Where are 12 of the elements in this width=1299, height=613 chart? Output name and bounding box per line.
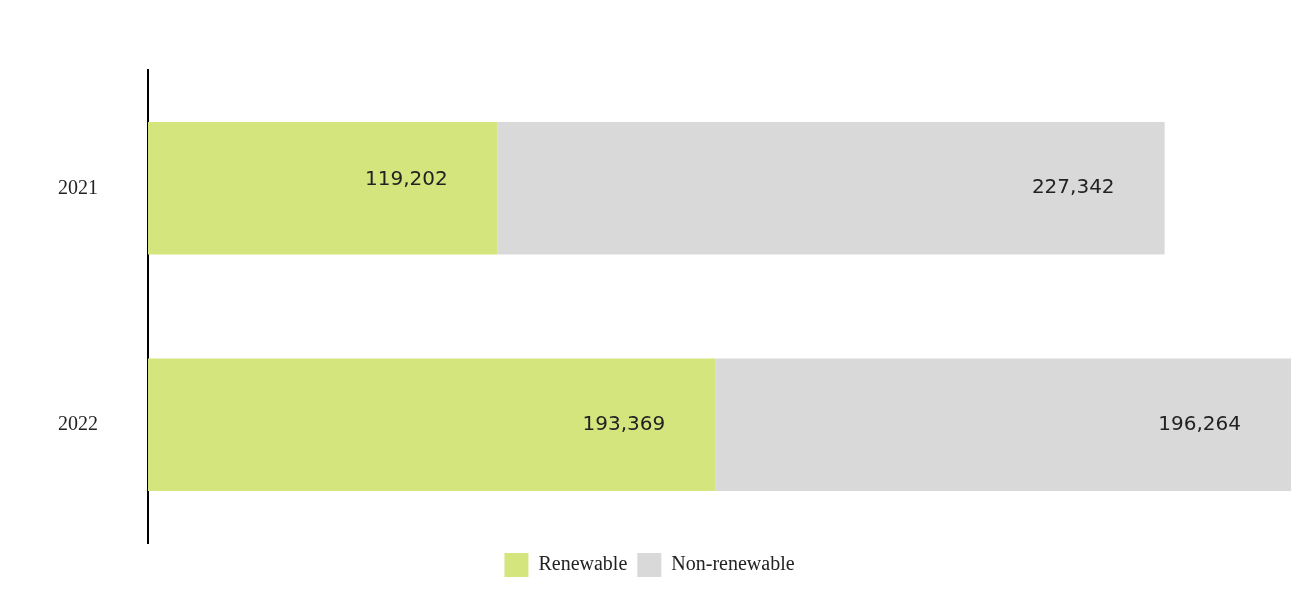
data-label: 193,369 xyxy=(582,410,666,435)
bar xyxy=(497,122,1165,255)
y-tick-label: 2022 xyxy=(58,412,98,434)
data-label: 119,202 xyxy=(364,166,448,191)
data-label: 227,342 xyxy=(1031,174,1115,199)
y-tick-label: 2021 xyxy=(58,175,98,198)
bar xyxy=(148,358,716,491)
legend-label: Non-renewable xyxy=(671,552,795,575)
bar xyxy=(148,122,498,255)
bar xyxy=(715,358,1291,491)
legend-label: Renewable xyxy=(538,552,628,575)
data-label: 196,264 xyxy=(1158,410,1241,435)
